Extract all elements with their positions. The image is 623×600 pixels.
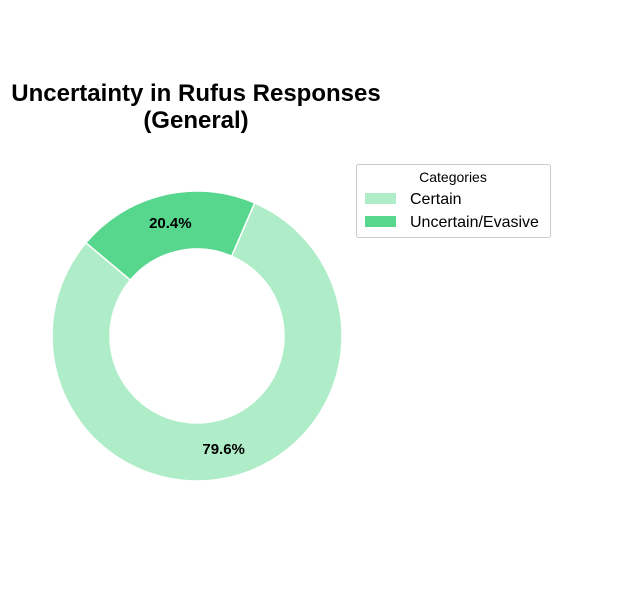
legend-swatch-1 [365,193,396,204]
legend-swatch-2 [365,216,396,227]
slice-percent-label-1: 79.6% [202,441,245,458]
slice-percent-label-2: 20.4% [149,215,192,232]
donut-slice-2 [84,190,256,282]
legend: Categories Certain Uncertain/Evasive [356,164,551,238]
chart-title-line-1: Uncertainty in Rufus Responses [11,80,380,107]
legend-frame [356,164,551,238]
legend-items: Certain Uncertain/Evasive [365,191,539,231]
donut-slice-1 [51,201,343,482]
legend-label-1: Certain [410,191,462,208]
legend-title: Categories [419,169,487,185]
slice-percent-labels: 79.6% 20.4% [149,215,245,458]
chart-title: Uncertainty in Rufus Responses (General) [11,80,380,134]
donut-slices [51,190,343,482]
legend-label-2: Uncertain/Evasive [410,214,539,231]
chart-title-line-2: (General) [143,107,248,134]
